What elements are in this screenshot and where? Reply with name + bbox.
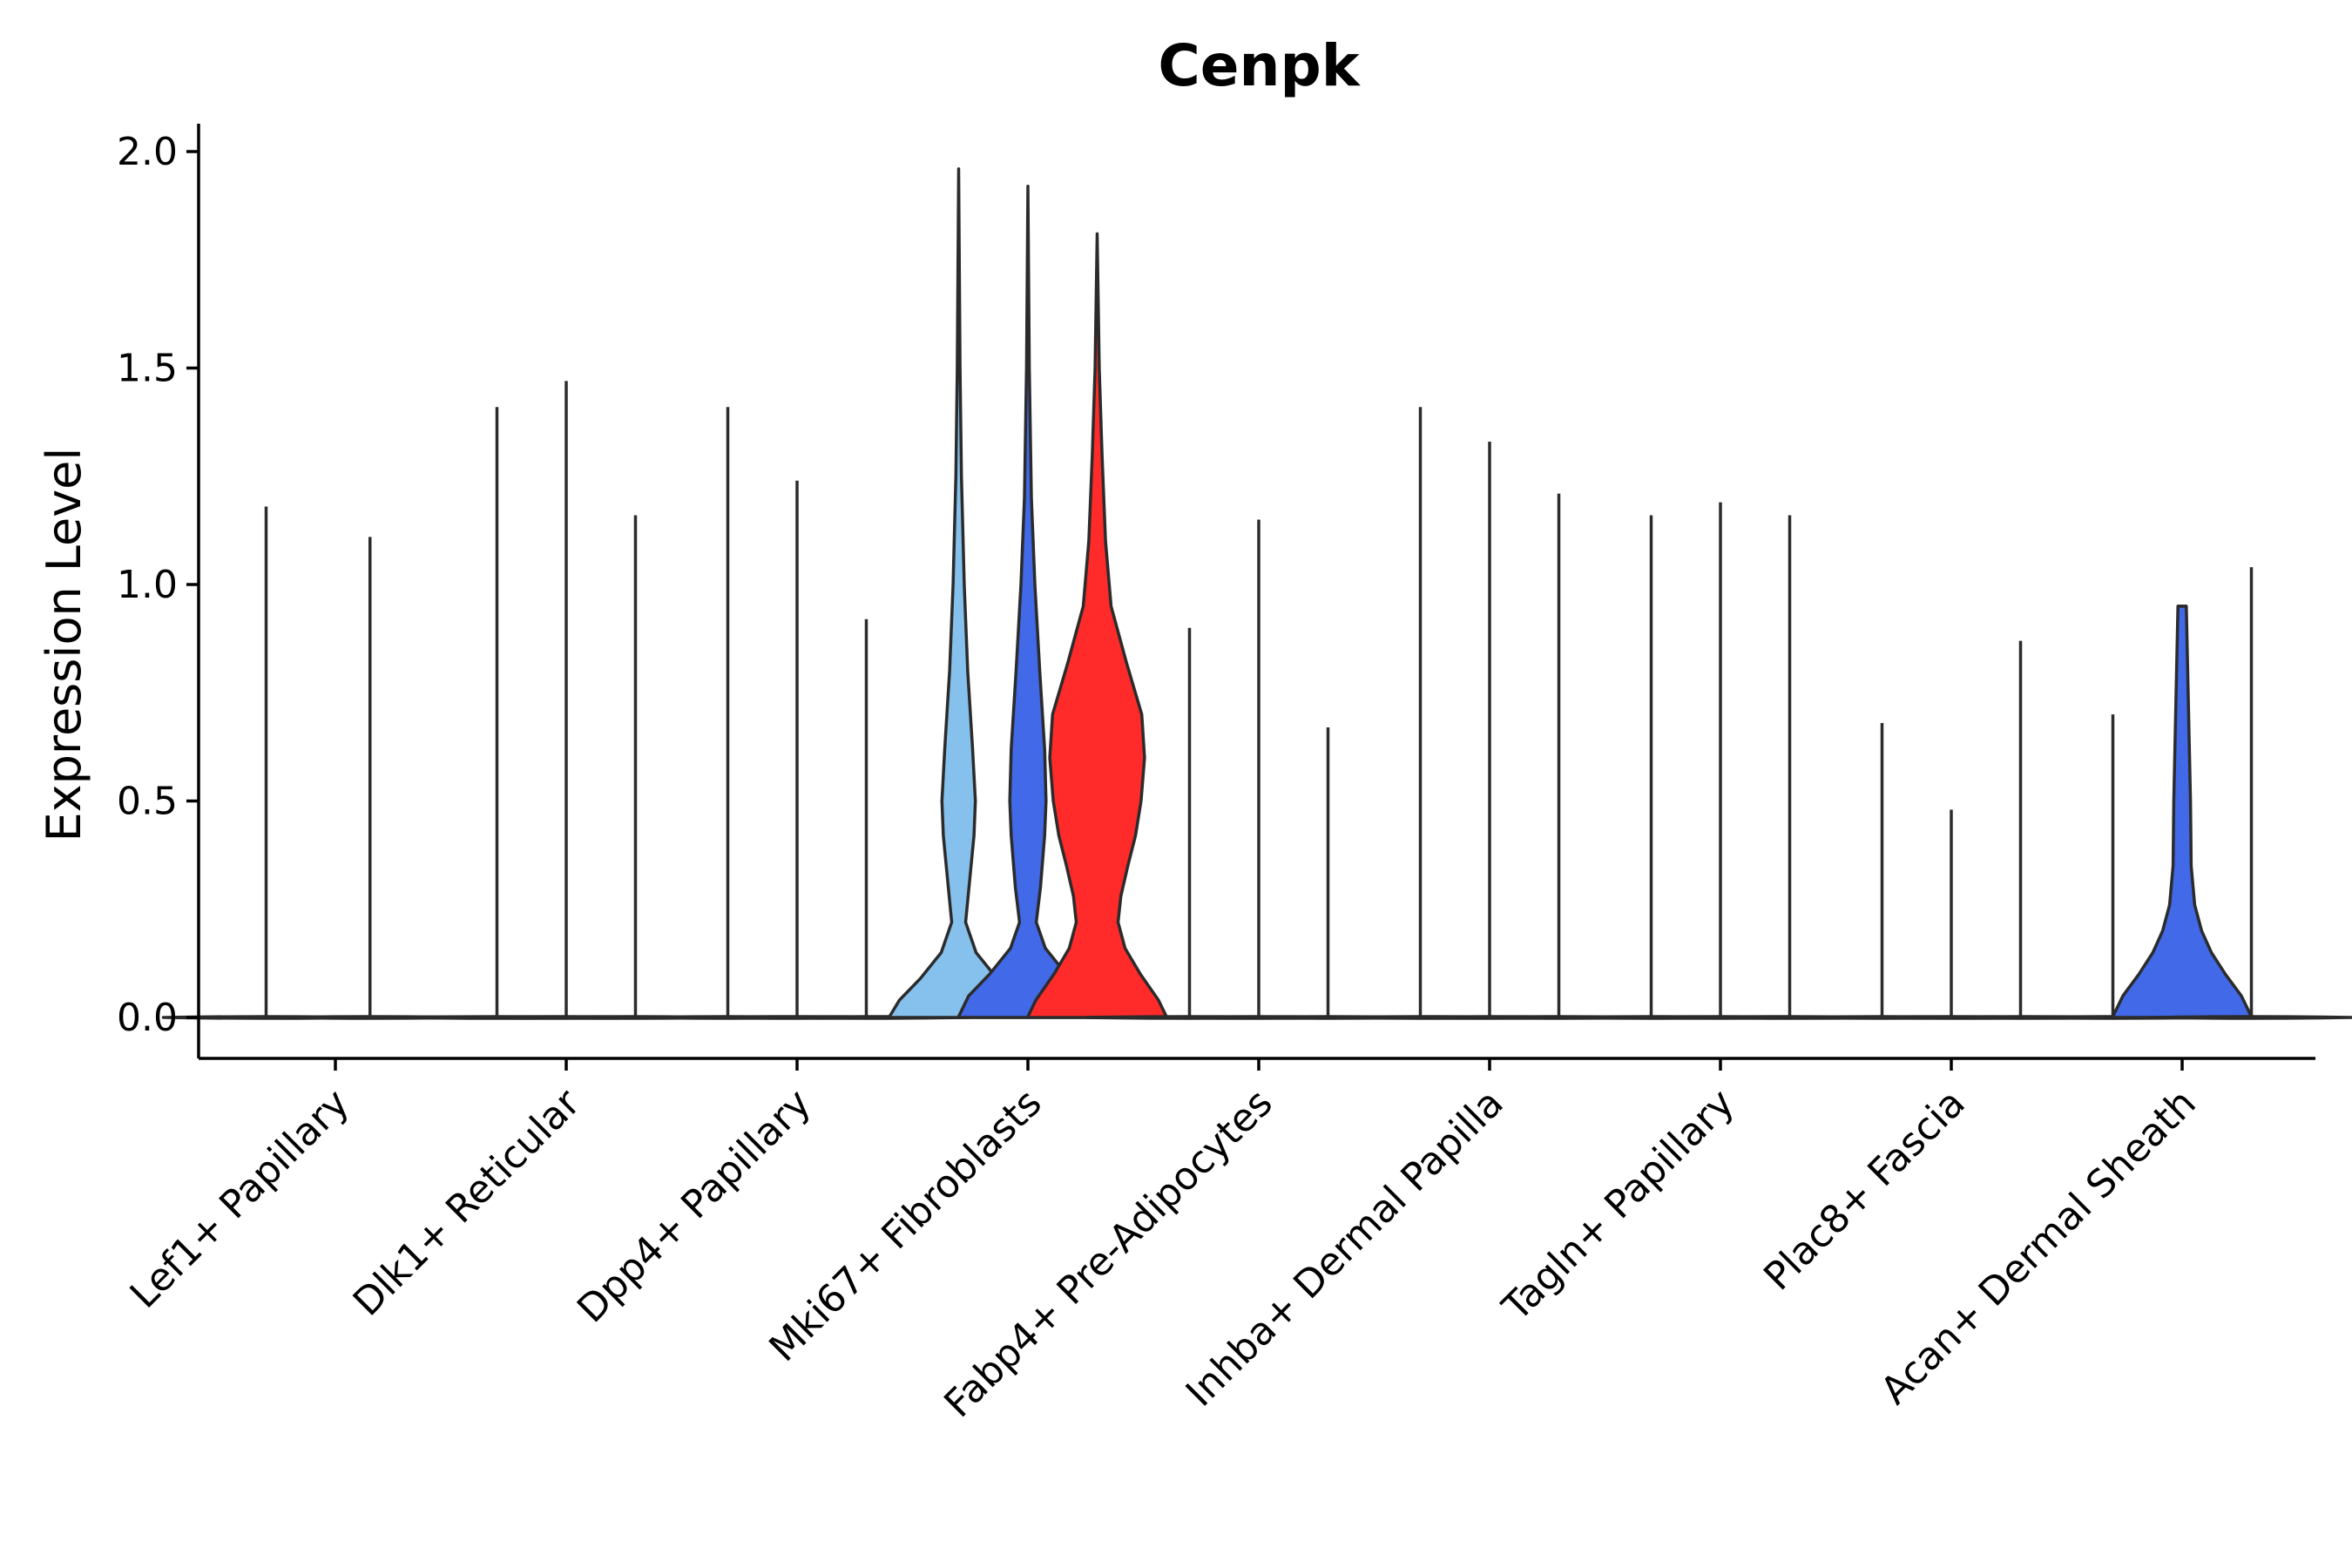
y-tick-label: 0.5	[117, 780, 178, 824]
chart-title: Cenpk	[1158, 32, 1361, 99]
x-tick-label: Dpp4+ Papillary	[569, 1081, 820, 1332]
violins-layer	[161, 167, 2352, 1020]
y-tick-label: 1.0	[117, 563, 178, 607]
x-tick-label: Dlk1+ Reticular	[345, 1080, 590, 1325]
violin-body	[956, 185, 1099, 1019]
y-axis-label: Expression Level	[37, 448, 91, 842]
x-tick-label: Lef1+ Papillary	[122, 1081, 358, 1317]
y-tick-label: 1.5	[117, 347, 178, 391]
violin-body	[1025, 232, 1169, 1019]
x-tick-label: Plac8+ Fascia	[1755, 1081, 1974, 1300]
violin-body	[2111, 605, 2254, 1019]
violin-body	[887, 167, 1031, 1019]
y-tick-label: 0.0	[117, 996, 178, 1040]
y-tick-label: 2.0	[117, 130, 178, 174]
x-tick-label: Tagln+ Papillary	[1494, 1081, 1743, 1330]
